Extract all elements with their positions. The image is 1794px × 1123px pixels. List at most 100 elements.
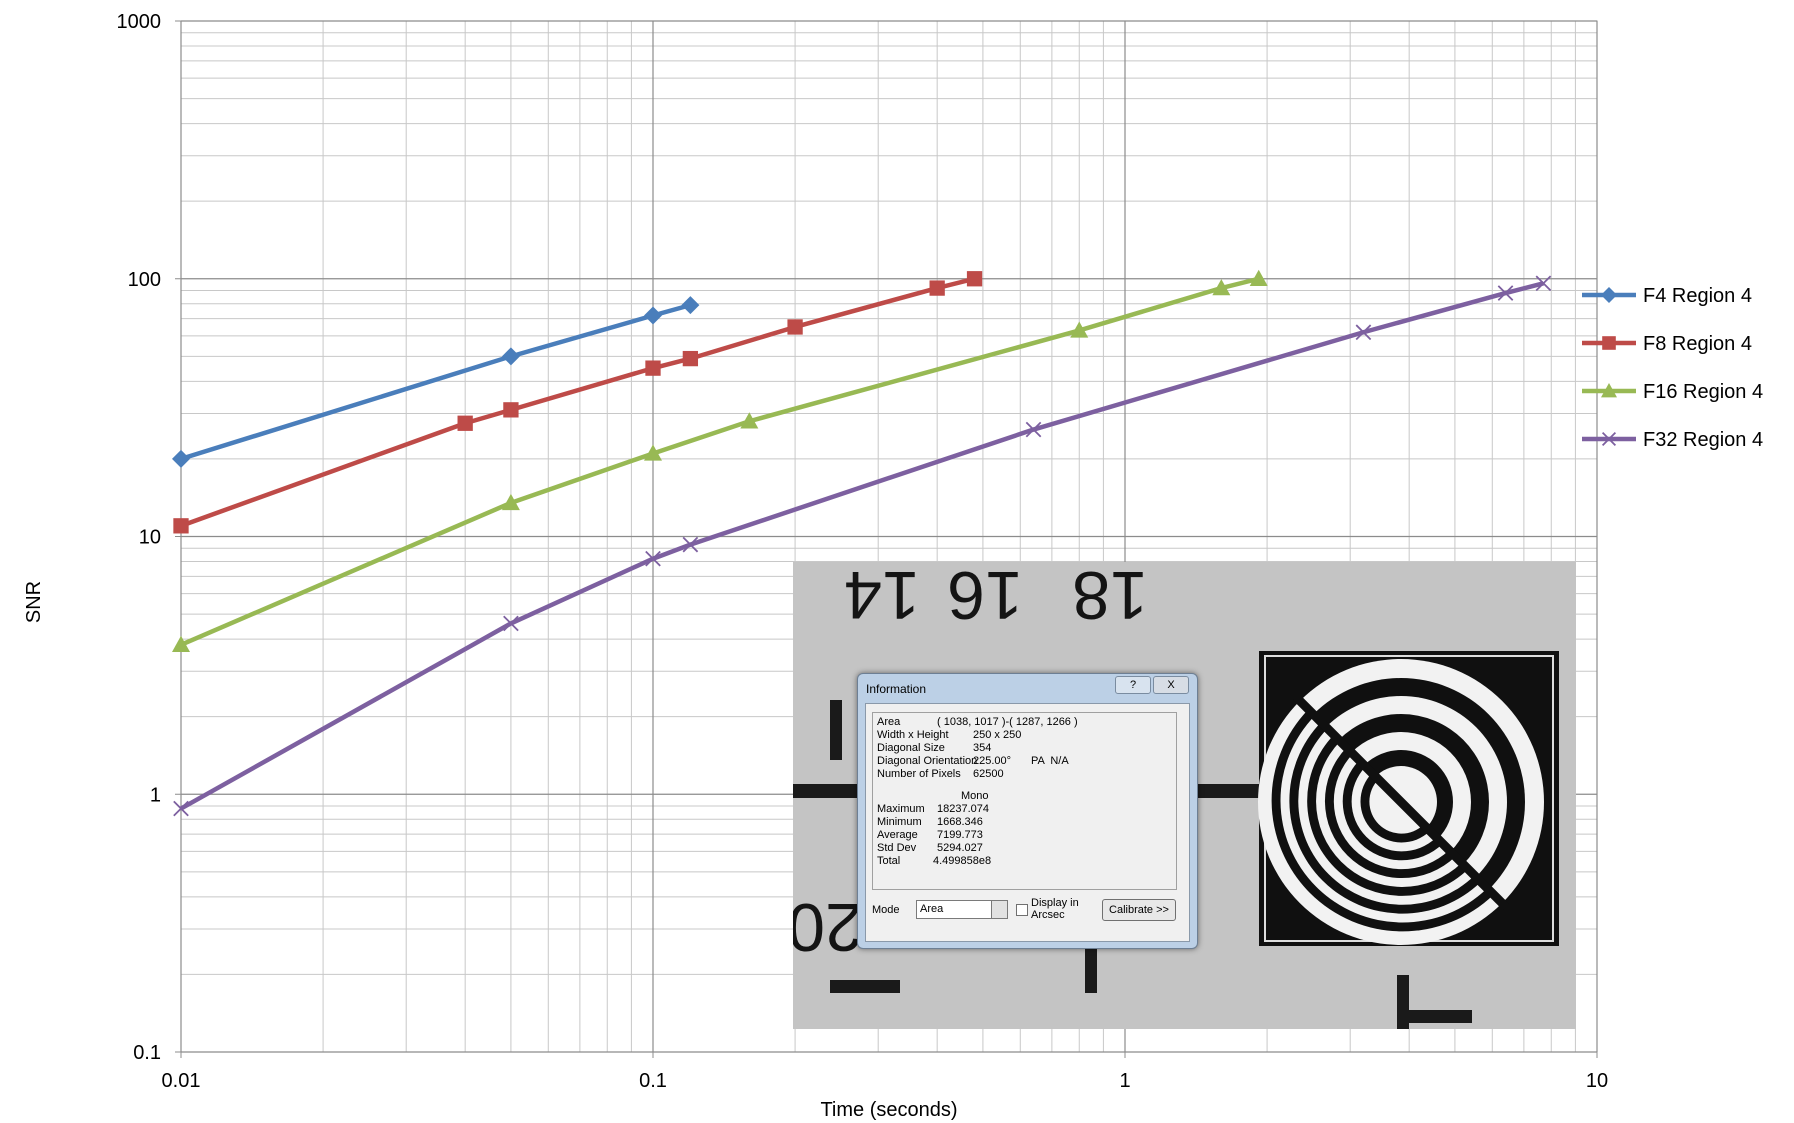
y-tick-label: 100 — [128, 269, 161, 291]
legend-label: F4 Region 4 — [1643, 285, 1752, 307]
point — [740, 412, 759, 429]
info-value: 225.00° — [973, 755, 1012, 767]
point — [503, 402, 519, 418]
mode-select[interactable]: Area — [916, 900, 1008, 919]
fine-ring — [1369, 779, 1424, 834]
info-box: Area ( 1038, 1017 )-( 1287, 1266 ) Width x… — [872, 712, 1177, 890]
photo-bar — [830, 700, 842, 760]
point — [682, 350, 699, 367]
point — [645, 360, 661, 376]
legend-marker — [1601, 383, 1617, 398]
point — [503, 615, 519, 632]
point — [1355, 324, 1372, 341]
series-line — [180, 302, 691, 462]
point — [682, 536, 699, 553]
stat-value: 1668.346 — [937, 816, 983, 828]
scale-number: 18 — [1072, 557, 1148, 633]
photo-bar — [1397, 1010, 1472, 1023]
mode-value: Area — [920, 903, 944, 915]
dropdown-arrow — [991, 901, 1007, 918]
info-value: 250 x 250 — [973, 729, 1022, 741]
point — [966, 271, 983, 287]
point — [1249, 269, 1268, 286]
stat-value: 18237.074 — [937, 803, 989, 815]
stat-label: Total — [877, 855, 901, 867]
photo-bar — [1085, 938, 1097, 993]
info-label: Number of Pixels — [877, 768, 961, 780]
y-tick-label: 0.1 — [133, 1042, 161, 1064]
dialog-buttons: ? X — [1115, 676, 1189, 694]
help-button[interactable]: ? — [1115, 676, 1151, 694]
legend-label: F32 Region 4 — [1643, 429, 1763, 451]
info-value: ( 1038, 1017 )-( 1287, 1266 ) — [937, 716, 1078, 728]
info-value: PA N/A — [1031, 755, 1069, 767]
point — [929, 280, 945, 296]
y-tick-label: 1000 — [117, 11, 162, 33]
point — [173, 518, 189, 534]
stat-value: 4.499858e8 — [933, 855, 992, 867]
close-button[interactable]: X — [1153, 676, 1189, 694]
point — [172, 635, 190, 653]
info-label: Diagonal Orientation — [877, 755, 978, 767]
calibrate-button[interactable]: Calibrate >> — [1102, 899, 1176, 921]
point — [172, 449, 190, 468]
arcsec-checkbox[interactable] — [1016, 904, 1028, 916]
photo-bar — [830, 980, 900, 993]
point — [501, 493, 520, 511]
legend-label: F16 Region 4 — [1643, 381, 1763, 403]
x-tick-label: 1 — [1119, 1070, 1130, 1092]
stat-label: Average — [877, 829, 918, 841]
stat-label: Maximum — [877, 803, 925, 815]
x-tick-label: 0.1 — [639, 1070, 667, 1092]
stat-value: 7199.773 — [937, 829, 983, 841]
info-label: Area — [877, 716, 901, 728]
point — [173, 800, 189, 817]
legend-marker — [1602, 336, 1616, 350]
legend-label: F8 Region 4 — [1643, 333, 1752, 355]
y-tick-label: 1 — [150, 784, 161, 806]
channel-label: Mono — [961, 790, 989, 802]
stat-value: 5294.027 — [937, 842, 983, 854]
point — [1025, 421, 1042, 438]
y-axis-label: SNR — [23, 581, 45, 623]
arcsec-label: Display in Arcsec — [1031, 897, 1079, 921]
stat-label: Minimum — [877, 816, 922, 828]
diagonal-bar — [1292, 693, 1510, 911]
scale-number: 20 — [787, 889, 863, 965]
point — [1070, 321, 1089, 338]
series-layer — [172, 269, 1552, 817]
inset-photo: 14 16 18 20 — [787, 557, 1576, 1029]
point — [681, 296, 700, 315]
x-tick-label: 10 — [1586, 1070, 1608, 1092]
point — [644, 306, 662, 325]
scale-number: 16 — [947, 557, 1023, 633]
scale-numbers: 14 16 18 20 — [787, 557, 1148, 965]
info-label: Width x Height — [877, 729, 949, 741]
stat-label: Std Dev — [877, 842, 917, 854]
point — [645, 550, 661, 567]
dialog-title: Information — [866, 682, 927, 696]
x-tick-label: 0.01 — [162, 1070, 201, 1092]
point — [1212, 279, 1231, 296]
plot-border — [180, 20, 1598, 1053]
mode-label: Mode — [872, 904, 900, 916]
point — [1497, 285, 1514, 301]
point — [787, 319, 803, 335]
photo-bar — [1195, 784, 1260, 798]
legend-marker — [1601, 431, 1617, 447]
series-line — [179, 281, 1544, 811]
dialog-panel: Area ( 1038, 1017 )-( 1287, 1266 ) Width x… — [865, 703, 1190, 942]
info-dialog[interactable]: Information ? X Area ( 1038, 1017 )-( 128… — [857, 673, 1198, 949]
target-rings — [1258, 659, 1544, 945]
x-axis-label: Time (seconds) — [820, 1099, 957, 1121]
y-tick-label: 10 — [139, 527, 161, 549]
info-value: 62500 — [973, 768, 1004, 780]
point — [644, 444, 662, 461]
point — [501, 347, 520, 366]
scale-number: 14 — [844, 557, 920, 633]
info-value: 354 — [973, 742, 992, 754]
point — [1535, 275, 1552, 292]
legend-marker — [1601, 287, 1617, 303]
